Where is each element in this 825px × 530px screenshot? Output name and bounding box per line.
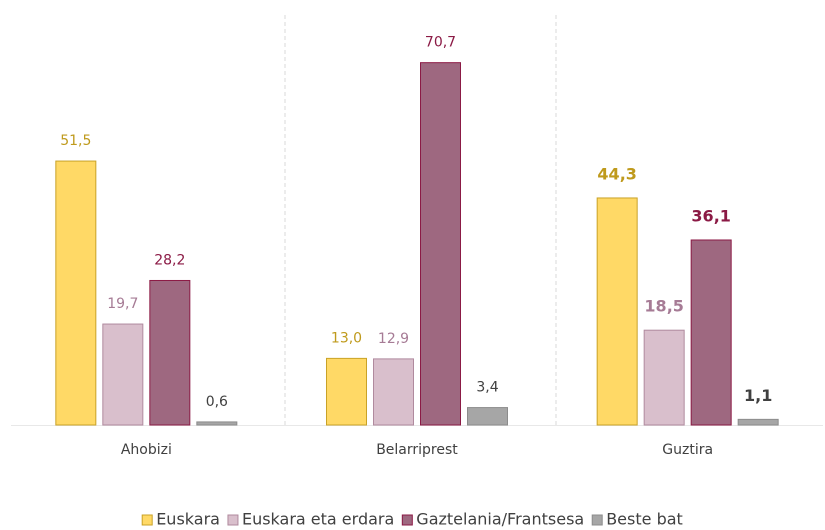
value-label: 70,7 (425, 35, 456, 51)
value-label: 3,4 (476, 380, 498, 396)
bar (420, 62, 461, 426)
bar (643, 329, 685, 426)
legend-swatch (227, 514, 239, 526)
legend-label: Euskara eta erdara (242, 510, 394, 529)
legend-label: Beste bat (606, 510, 683, 529)
legend-swatch (141, 514, 153, 526)
legend-label: Gaztelania/Frantsesa (416, 510, 584, 529)
x-tick-label: Belarriprest (376, 442, 458, 458)
x-tick-label: Ahobizi (121, 442, 172, 458)
value-label: 19,7 (107, 296, 138, 312)
x-tick-label: Guztira (662, 442, 713, 458)
value-label: 0,6 (206, 394, 228, 410)
bar (149, 279, 191, 426)
value-label: 13,0 (331, 330, 362, 346)
bar (467, 407, 508, 426)
value-label: 51,5 (60, 133, 91, 149)
bar (55, 160, 97, 426)
value-label: 44,3 (597, 164, 636, 183)
value-label: 18,5 (644, 297, 683, 316)
value-label: 36,1 (691, 206, 730, 225)
legend-swatch (591, 514, 603, 526)
legend-swatch (401, 514, 413, 526)
legend-label: Euskara (156, 510, 220, 529)
bar (196, 421, 238, 426)
value-label: 1,1 (744, 386, 772, 405)
bar (596, 197, 638, 426)
bar (102, 323, 144, 426)
value-label: 12,9 (378, 331, 409, 347)
value-label: 28,2 (154, 252, 185, 268)
bar (690, 239, 732, 426)
bar (737, 418, 779, 426)
bar (373, 358, 414, 426)
bar (326, 357, 367, 426)
